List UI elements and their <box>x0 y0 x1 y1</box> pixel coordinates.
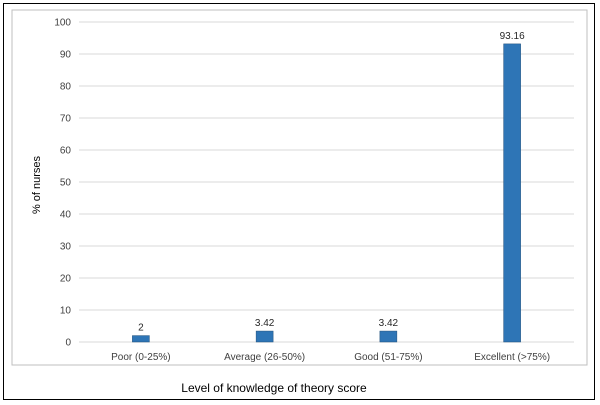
chart-area-border <box>11 9 588 366</box>
y-tick-label: 50 <box>60 178 72 189</box>
x-axis-title: Level of knowledge of theory score <box>181 381 367 395</box>
data-label: 93.16 <box>500 31 525 42</box>
y-tick-label: 60 <box>60 146 72 157</box>
bar-chart: 0 10 20 30 40 50 60 70 80 90 100 2 3.42 3.42 93.16 Po… <box>11 9 588 395</box>
category-label: Poor (0-25%) <box>111 352 170 363</box>
y-axis-title: % of nurses <box>31 155 43 214</box>
y-tick-label: 80 <box>60 82 72 93</box>
y-tick-label: 20 <box>60 274 72 285</box>
y-tick-label: 40 <box>60 210 72 221</box>
y-tick-label: 30 <box>60 242 72 253</box>
bar-1 <box>255 330 274 343</box>
y-axis-ticks: 0 10 20 30 40 50 60 70 80 90 100 <box>54 18 71 349</box>
y-tick-label: 0 <box>65 338 71 349</box>
data-label: 2 <box>138 323 144 334</box>
y-tick-label: 100 <box>54 18 71 29</box>
bar-0 <box>132 335 150 343</box>
bar-3 <box>503 43 521 343</box>
bars <box>132 43 521 343</box>
figure-frame: 0 10 20 30 40 50 60 70 80 90 100 2 3.42 3.42 93.16 Po… <box>3 3 595 400</box>
data-labels: 2 3.42 3.42 93.16 <box>138 31 525 334</box>
bar-2 <box>379 330 398 343</box>
y-tick-label: 90 <box>60 50 72 61</box>
gridlines <box>79 21 574 343</box>
x-axis-categories: Poor (0-25%) Average (26-50%) Good (51-75%… <box>111 352 550 363</box>
category-label: Good (51-75%) <box>354 352 422 363</box>
y-tick-label: 70 <box>60 114 72 125</box>
y-tick-label: 10 <box>60 306 72 317</box>
category-label: Excellent (>75%) <box>474 352 550 363</box>
category-label: Average (26-50%) <box>224 352 305 363</box>
data-label: 3.42 <box>255 318 275 329</box>
data-label: 3.42 <box>379 318 399 329</box>
